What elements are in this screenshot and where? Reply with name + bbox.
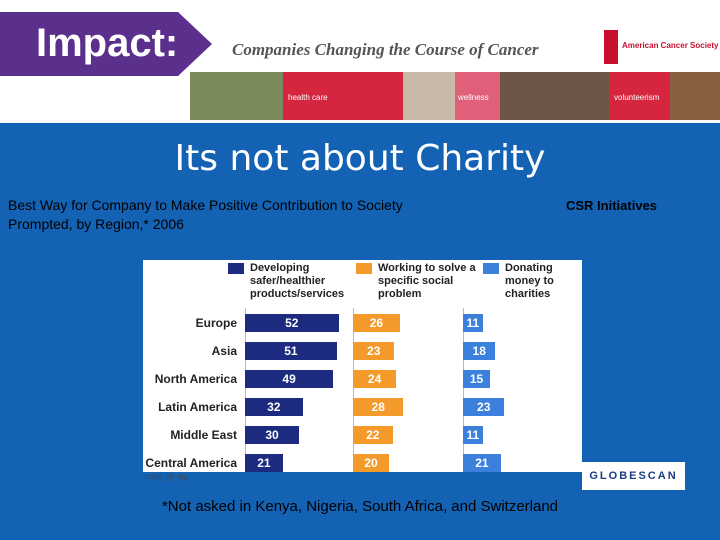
banner [455,72,500,120]
value-label: 23 [367,344,381,358]
value-label: 21 [475,456,489,470]
value-label: 52 [285,316,299,330]
header: Impact: Companies Changing the Course of… [0,12,720,120]
bar [463,342,496,360]
value-label: 22 [366,428,380,442]
side-label: CSR Initiatives [566,198,658,213]
category-label: Middle East [170,428,237,442]
legend-swatch [228,263,244,274]
panel-axis [245,308,246,472]
legend-swatch [356,263,372,274]
subtitle: Best Way for Company to Make Positive Co… [8,197,403,232]
value-label: 20 [364,456,378,470]
bar [245,398,303,416]
value-label: 26 [369,316,384,330]
legend-label: Developing safer/healthier products/serv… [250,262,345,300]
banner-label: volunteerism [614,93,660,102]
brand: Impact: [36,21,178,65]
bar [353,454,389,472]
bar [245,370,334,388]
value-label: 21 [257,456,271,470]
value-label: 15 [469,372,484,386]
photo [670,72,720,120]
chart-brand: GLOBESCAN [582,462,685,490]
bar [463,454,501,472]
category-label: Europe [195,316,237,330]
photo [500,72,610,120]
bar [245,314,339,332]
legend-label: Donating money to charities [505,262,554,300]
value-label: 11 [466,428,480,442]
bar [245,454,283,472]
bar [353,314,400,332]
bar [463,426,483,444]
panel-axis [353,308,354,472]
panel-axis [463,308,464,472]
bar [245,342,337,360]
value-label: 28 [371,400,385,414]
category-label: Asia [211,344,237,358]
banner [283,72,403,120]
banner [610,72,670,120]
chart: Developing safer/healthier products/serv… [143,260,582,481]
banner-label: wellness [457,93,489,102]
brand-arrow [0,12,212,76]
bar [463,398,505,416]
logo-mark [604,30,618,64]
value-label: 32 [267,400,281,414]
bar [353,370,397,388]
value-label: 11 [466,316,480,330]
value-label: 23 [477,400,491,414]
bar [463,370,490,388]
logo: American Cancer Society [622,41,719,50]
banner-label: health care [288,93,328,102]
category-label: Latin America [158,400,237,414]
value-label: 30 [265,428,279,442]
bar [245,426,299,444]
bar [463,314,483,332]
photo [403,72,455,120]
legend-swatch [483,263,499,274]
value-label: 24 [367,372,382,386]
value-label: 18 [472,344,486,358]
tagline: Companies Changing the Course of Cancer [232,40,539,59]
bar [353,398,404,416]
bar [353,426,393,444]
value-label: 49 [282,372,296,386]
title: Its not about Charity [174,138,546,179]
photo [190,72,285,120]
source-code: csr06_12_reg [145,474,188,481]
bar [353,342,395,360]
category-label: Central America [145,456,237,470]
legend-label: Working to solve a specific social probl… [378,262,476,300]
footnote: *Not asked in Kenya, Nigeria, South Afri… [161,498,559,515]
value-label: 51 [284,344,298,358]
category-label: North America [154,372,237,386]
